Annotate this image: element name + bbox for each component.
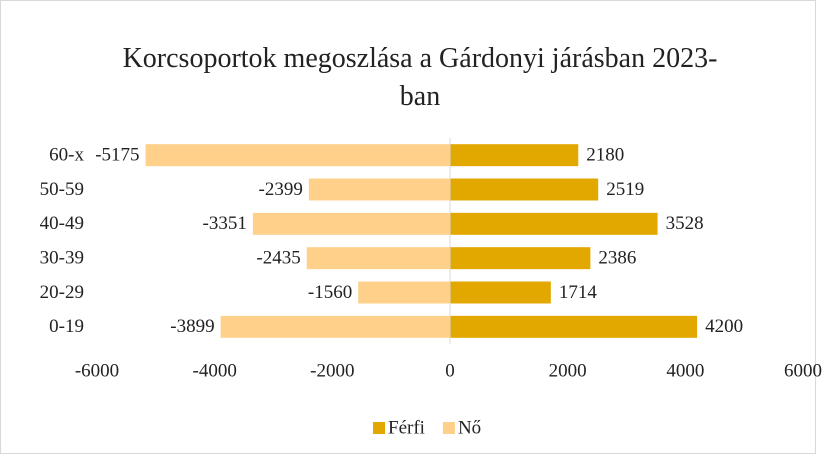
bar <box>450 281 551 304</box>
bar <box>450 247 591 270</box>
data-label: -3899 <box>170 316 214 337</box>
data-label: -3351 <box>203 213 247 234</box>
bar <box>358 281 450 304</box>
data-label: 4200 <box>705 316 743 337</box>
x-tick-label: -4000 <box>193 360 237 381</box>
y-tick-label: 60-x <box>49 145 84 166</box>
x-tick-label: 6000 <box>784 360 822 381</box>
x-tick-label: 2000 <box>549 360 587 381</box>
data-label: -1560 <box>308 282 352 303</box>
y-tick-label: 40-49 <box>40 213 84 234</box>
data-label: 2519 <box>606 179 644 200</box>
bar <box>450 144 579 167</box>
x-tick-label: -2000 <box>310 360 354 381</box>
bar <box>220 315 450 338</box>
bar <box>252 212 450 235</box>
bar <box>145 144 450 167</box>
y-tick-label: 30-39 <box>40 248 84 269</box>
x-tick-label: -6000 <box>75 360 119 381</box>
bar <box>450 315 698 338</box>
data-label: 2180 <box>586 145 624 166</box>
data-label: -5175 <box>95 145 139 166</box>
legend-label: Nő <box>458 417 481 438</box>
data-label: 2386 <box>598 248 636 269</box>
x-tick-label: 0 <box>445 360 455 381</box>
bar <box>450 212 658 235</box>
bar <box>308 178 450 201</box>
data-label: 1714 <box>559 282 598 303</box>
data-label: 3528 <box>666 213 704 234</box>
data-label: -2399 <box>259 179 303 200</box>
legend-swatch <box>373 422 385 434</box>
chart-title: Korcsoportok megoszlása a Gárdonyi járás… <box>122 43 718 112</box>
y-tick-label: 0-19 <box>49 316 84 337</box>
bar <box>306 247 450 270</box>
bar <box>450 178 599 201</box>
legend-swatch <box>442 422 455 434</box>
data-label: -2435 <box>256 248 300 269</box>
legend-label: Férfi <box>388 417 425 438</box>
x-tick-label: 4000 <box>666 360 704 381</box>
y-tick-label: 50-59 <box>40 179 84 200</box>
y-tick-label: 20-29 <box>40 282 84 303</box>
